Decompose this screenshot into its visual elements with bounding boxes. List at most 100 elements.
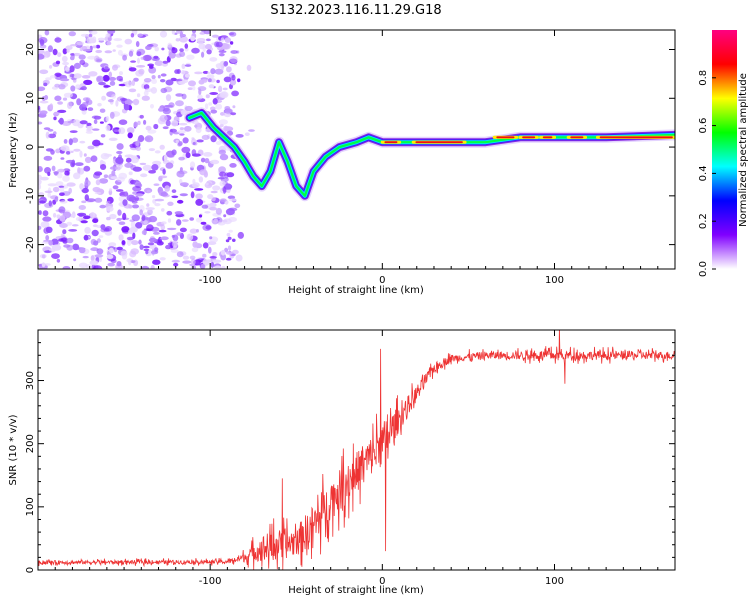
noise-speckle (38, 107, 41, 113)
noise-speckle (148, 237, 157, 243)
noise-speckle (53, 112, 61, 115)
noise-speckle (139, 162, 147, 166)
noise-speckle (69, 73, 75, 78)
noise-speckle (209, 92, 219, 95)
noise-speckle (73, 52, 81, 57)
noise-speckle (66, 49, 70, 53)
noise-speckle (39, 39, 45, 46)
noise-speckle (108, 137, 118, 141)
noise-speckle (49, 103, 54, 110)
noise-speckle (54, 37, 62, 43)
noise-speckle (59, 78, 70, 82)
noise-speckle (122, 199, 128, 207)
noise-speckle (65, 66, 70, 72)
noise-speckle (229, 56, 238, 64)
noise-speckle (216, 79, 220, 84)
noise-speckle (160, 191, 169, 197)
noise-speckle (171, 149, 177, 156)
noise-speckle (176, 69, 181, 74)
noise-speckle (73, 73, 82, 79)
snr-ticks: -100 0 100 0 100 200 300 (25, 330, 676, 587)
snr-series-line (38, 330, 675, 570)
noise-speckle (54, 95, 62, 102)
noise-speckle (87, 125, 93, 131)
noise-speckle (166, 210, 173, 216)
noise-speckle (192, 142, 196, 145)
noise-speckle (53, 171, 59, 175)
noise-speckle (205, 225, 212, 230)
noise-speckle (89, 30, 98, 35)
noise-speckle (142, 245, 150, 249)
noise-speckle (154, 203, 161, 207)
noise-speckle (119, 97, 128, 101)
noise-speckle (201, 51, 205, 58)
noise-speckle (200, 263, 206, 269)
noise-speckle (54, 196, 59, 202)
noise-speckle (41, 241, 50, 245)
noise-speckle (96, 248, 104, 255)
noise-speckle (184, 105, 193, 112)
noise-speckle (181, 219, 189, 222)
noise-speckle (130, 33, 135, 38)
noise-speckle (95, 179, 101, 186)
noise-speckle (157, 74, 161, 79)
noise-speckle (129, 143, 136, 148)
noise-speckle (159, 30, 168, 38)
noise-speckle (163, 154, 168, 162)
noise-speckle (212, 252, 218, 257)
noise-speckle (145, 207, 155, 211)
noise-speckle (210, 135, 217, 143)
y-tick-label: 0 (25, 144, 36, 150)
noise-speckle (141, 230, 147, 235)
noise-speckle (42, 254, 46, 259)
noise-speckle (149, 65, 154, 69)
noise-speckle (146, 224, 154, 232)
noise-speckle (220, 37, 225, 43)
noise-speckle (219, 198, 227, 202)
noise-speckle (178, 122, 188, 126)
noise-speckle (104, 226, 112, 232)
noise-speckle (38, 53, 45, 60)
noise-speckle (143, 84, 150, 90)
noise-speckle (179, 48, 184, 52)
noise-speckle (126, 236, 134, 241)
noise-speckle (117, 49, 123, 56)
noise-speckle (131, 200, 138, 204)
noise-speckle (43, 127, 51, 130)
noise-speckle (106, 206, 114, 212)
spectrogram-frame (37, 29, 676, 270)
noise-speckle (175, 139, 179, 144)
noise-speckle (92, 45, 98, 49)
noise-speckle (136, 48, 146, 56)
noise-speckle (177, 130, 187, 134)
noise-speckle (138, 239, 142, 245)
noise-speckle (107, 262, 115, 267)
noise-speckle (137, 33, 144, 37)
noise-speckle (57, 109, 67, 113)
noise-speckle (175, 100, 184, 107)
noise-speckle (164, 104, 174, 108)
noise-speckle (82, 97, 91, 102)
noise-speckle (223, 214, 227, 218)
noise-speckle (143, 119, 147, 125)
noise-speckle (61, 55, 68, 63)
x-tick-label: 100 (545, 275, 564, 286)
noise-speckle (152, 195, 156, 199)
noise-speckle (41, 262, 46, 268)
noise-speckle (38, 225, 42, 230)
noise-speckle (198, 176, 204, 183)
noise-speckle (77, 212, 87, 217)
noise-speckle (160, 87, 168, 94)
noise-speckle (144, 135, 154, 143)
noise-speckle (118, 234, 124, 241)
noise-speckle (51, 238, 59, 246)
noise-speckle (75, 217, 82, 221)
noise-speckle (227, 195, 236, 200)
noise-speckle (115, 100, 119, 107)
noise-speckle (184, 125, 192, 132)
noise-speckle (206, 49, 212, 55)
noise-speckle (99, 121, 104, 124)
noise-speckle (73, 148, 81, 152)
noise-speckle (51, 244, 62, 251)
